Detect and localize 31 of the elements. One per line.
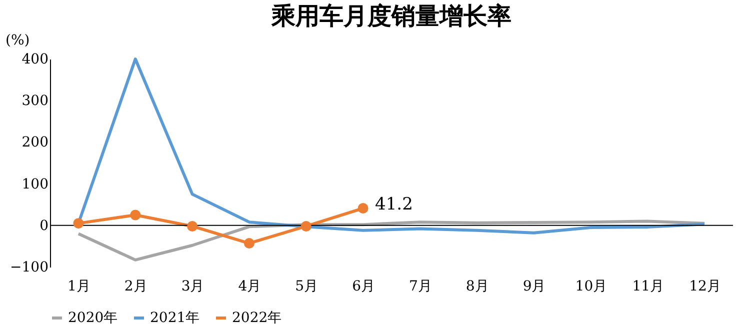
legend-label: 2021年 xyxy=(150,310,200,326)
legend-label: 2020年 xyxy=(68,310,118,326)
chart-title: 乘用车月度销量增长率 xyxy=(270,2,512,30)
x-tick-label: 10月 xyxy=(575,278,608,294)
y-tick-label: 200 xyxy=(22,134,48,151)
x-tick-label: 9月 xyxy=(522,278,546,294)
y-tick-label: 0 xyxy=(40,218,48,234)
line-series xyxy=(76,220,706,262)
x-tick-label: 8月 xyxy=(466,278,489,294)
legend-label: 2022年 xyxy=(232,310,282,326)
x-tick-label: 3月 xyxy=(181,278,204,294)
y-axis-title: (%) xyxy=(6,32,30,48)
point xyxy=(73,218,84,229)
x-tick-label: 6月 xyxy=(352,278,376,294)
point xyxy=(358,203,368,214)
y-tick-label: 400 xyxy=(22,52,48,68)
point xyxy=(300,221,312,232)
x-tick-label: 5月 xyxy=(295,278,318,294)
x-tick-label: 7月 xyxy=(408,278,432,294)
x-tick-label: 4月 xyxy=(238,278,262,294)
point xyxy=(187,221,198,232)
x-tick-label: 11月 xyxy=(632,278,664,294)
x-tick-label: 1月 xyxy=(67,278,90,294)
point xyxy=(244,238,254,249)
data-label: 41.2 xyxy=(375,194,413,214)
y-tick-label: −100 xyxy=(10,260,48,276)
x-tick-label: 2月 xyxy=(124,278,148,294)
y-tick-label: 100 xyxy=(22,176,48,192)
y-tick-label: 300 xyxy=(22,93,48,110)
point xyxy=(130,210,141,220)
x-tick-label: 12月 xyxy=(689,278,721,294)
